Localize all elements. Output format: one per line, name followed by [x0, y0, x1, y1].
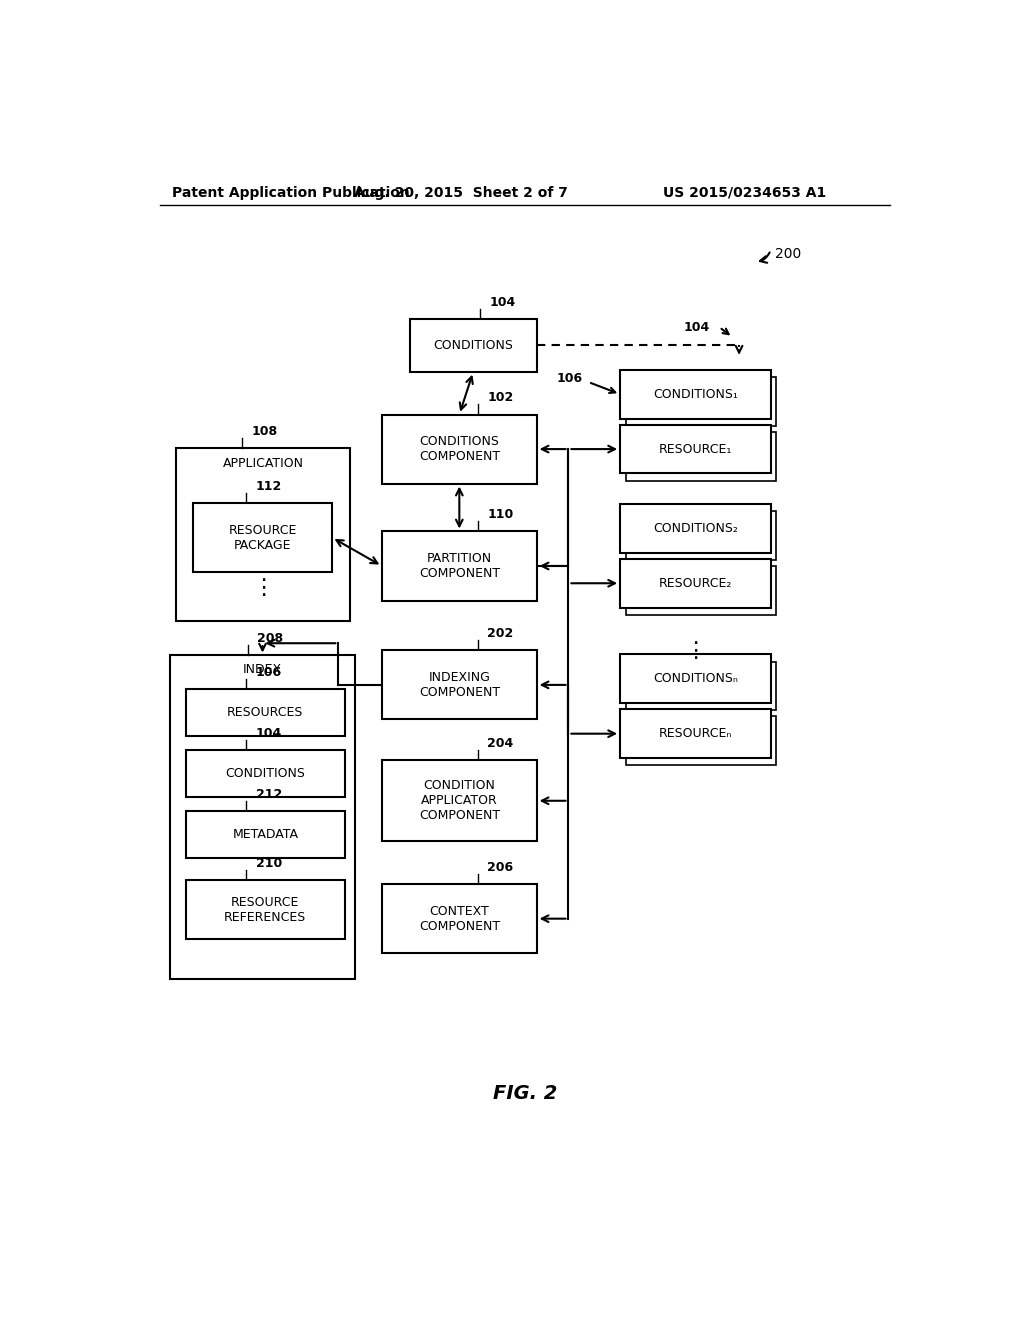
Bar	[626, 378, 776, 426]
Bar	[382, 532, 537, 601]
Bar	[626, 566, 776, 615]
Bar	[382, 884, 537, 953]
Text: ⋮: ⋮	[684, 642, 707, 661]
Bar	[620, 504, 771, 553]
Text: 106: 106	[557, 372, 583, 385]
Bar	[382, 760, 537, 841]
Bar	[620, 425, 771, 474]
Text: FIG. 2: FIG. 2	[493, 1084, 557, 1104]
Text: 106: 106	[256, 665, 282, 678]
Bar	[194, 503, 332, 572]
Bar	[186, 810, 345, 858]
Text: INDEXING
COMPONENT: INDEXING COMPONENT	[419, 671, 500, 698]
Bar	[186, 689, 345, 735]
Text: PARTITION
COMPONENT: PARTITION COMPONENT	[419, 552, 500, 579]
Bar	[626, 717, 776, 766]
Text: 104: 104	[684, 321, 710, 334]
Bar	[186, 880, 345, 939]
Bar	[626, 661, 776, 710]
Text: 112: 112	[255, 479, 282, 492]
Bar	[170, 656, 355, 978]
Bar	[410, 319, 537, 372]
Bar	[620, 370, 771, 418]
Text: CONDITIONS: CONDITIONS	[433, 339, 513, 352]
Text: 208: 208	[257, 632, 284, 645]
Text: ⋮: ⋮	[252, 578, 274, 598]
Text: CONDITION
APPLICATOR
COMPONENT: CONDITION APPLICATOR COMPONENT	[419, 779, 500, 822]
Text: 104: 104	[489, 296, 515, 309]
Text: 110: 110	[487, 508, 514, 521]
Bar	[626, 511, 776, 560]
Text: INDEX: INDEX	[243, 663, 282, 676]
Text: CONDITIONS₁: CONDITIONS₁	[653, 388, 738, 401]
Text: 212: 212	[256, 788, 282, 801]
Text: CONDITIONS
COMPONENT: CONDITIONS COMPONENT	[419, 436, 500, 463]
Bar	[620, 709, 771, 758]
Text: 206: 206	[487, 861, 514, 874]
Text: 200: 200	[775, 247, 801, 261]
Text: 108: 108	[252, 425, 278, 438]
Bar	[626, 432, 776, 480]
Text: 210: 210	[256, 857, 282, 870]
Bar	[620, 655, 771, 704]
Text: METADATA: METADATA	[232, 828, 298, 841]
Text: RESOURCE₁: RESOURCE₁	[658, 442, 732, 455]
Text: RESOURCE₂: RESOURCE₂	[658, 577, 732, 590]
Text: CONDITIONS: CONDITIONS	[225, 767, 305, 780]
Bar	[186, 750, 345, 797]
Text: RESOURCEₙ: RESOURCEₙ	[658, 727, 732, 741]
Text: RESOURCES: RESOURCES	[227, 706, 303, 719]
Bar	[382, 651, 537, 719]
Text: Aug. 20, 2015  Sheet 2 of 7: Aug. 20, 2015 Sheet 2 of 7	[354, 186, 568, 199]
Text: 104: 104	[256, 727, 282, 739]
Text: US 2015/0234653 A1: US 2015/0234653 A1	[664, 186, 826, 199]
Text: CONDITIONS₂: CONDITIONS₂	[653, 521, 738, 535]
Text: Patent Application Publication: Patent Application Publication	[172, 186, 410, 199]
Text: CONTEXT
COMPONENT: CONTEXT COMPONENT	[419, 904, 500, 933]
Text: CONDITIONSₙ: CONDITIONSₙ	[653, 672, 738, 685]
Bar	[620, 558, 771, 607]
Text: 204: 204	[487, 737, 514, 750]
Bar	[382, 414, 537, 483]
Text: 102: 102	[487, 391, 514, 404]
Bar	[176, 447, 350, 620]
Text: RESOURCE
PACKAGE: RESOURCE PACKAGE	[228, 524, 297, 552]
Text: RESOURCE
REFERENCES: RESOURCE REFERENCES	[224, 895, 306, 924]
Text: 202: 202	[487, 627, 514, 640]
Text: APPLICATION: APPLICATION	[222, 457, 303, 470]
